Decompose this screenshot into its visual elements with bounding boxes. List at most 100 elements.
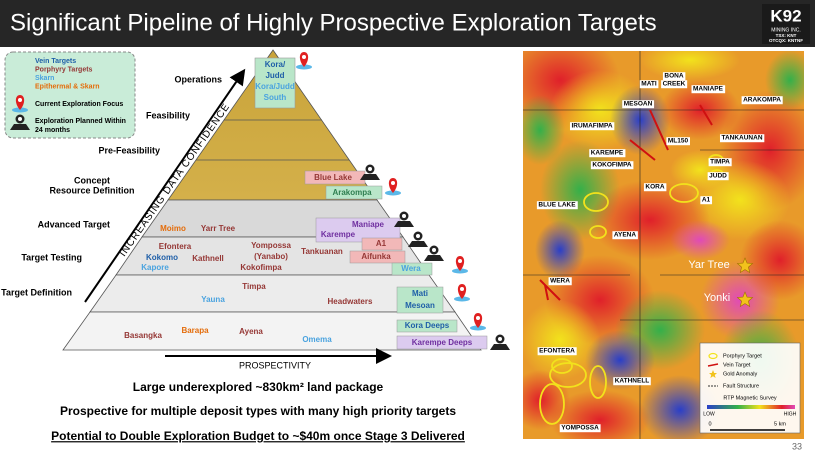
focus-icon-dot	[460, 287, 464, 291]
legend-porphyry-symbol	[708, 352, 718, 360]
map-label-box	[622, 100, 655, 109]
map-label-box	[613, 377, 651, 386]
target-label: Kora/	[265, 60, 286, 69]
target-label: Aifunka	[361, 252, 391, 261]
map-label-box	[590, 161, 634, 170]
target-label: Blue Lake	[314, 173, 352, 182]
axis-label: PROSPECTIVITY	[239, 360, 311, 370]
target-box	[391, 262, 433, 276]
porphyry-target	[589, 225, 607, 239]
map-legend-entry: Gold Anomaly	[723, 371, 757, 377]
stage-label: Operations	[174, 74, 222, 84]
planned-icon-face	[416, 234, 420, 238]
map-label-box	[700, 196, 713, 205]
vein-target	[649, 109, 669, 151]
target-label: Mesoan	[405, 301, 435, 310]
focus-icon-pin	[388, 178, 398, 193]
focus-icon-pin	[15, 95, 25, 110]
map-label-box	[569, 122, 615, 131]
page-number: 33	[792, 441, 802, 451]
planned-icon-base	[360, 174, 380, 180]
target-label: South	[264, 93, 287, 102]
map-legend-entry: Porphyry Target	[723, 353, 762, 359]
focus-icon-pin	[457, 284, 467, 299]
legend-entry: Skarn	[35, 75, 54, 82]
porphyry-target	[549, 362, 587, 388]
focus-icon-pin	[299, 52, 309, 67]
target-label: Headwaters	[328, 297, 373, 306]
map-blob	[522, 95, 565, 165]
map-label-box	[559, 424, 601, 433]
map-blob	[670, 220, 730, 260]
focus-icon-dot	[391, 181, 395, 185]
legend-gold-symbol	[709, 370, 717, 378]
map-label-box	[612, 231, 638, 240]
map-frame	[521, 49, 806, 441]
map-label: TIMPA	[710, 159, 730, 166]
stage-label: Advanced Target	[38, 219, 110, 229]
vein-target	[539, 279, 561, 301]
legend-entry: 24 months	[35, 127, 70, 134]
target-label: Yauna	[201, 295, 225, 304]
planned-icon-face	[18, 117, 22, 121]
map-label-box	[548, 277, 572, 286]
slide-title: Significant Pipeline of Highly Prospecti…	[10, 9, 657, 36]
legend-entry: Exploration Planned Within	[35, 118, 126, 125]
legend-vein-symbol	[707, 363, 719, 367]
map-label: ML150	[668, 138, 689, 145]
logo-box	[762, 4, 810, 44]
target-label: (Yanabo)	[254, 252, 288, 261]
focus-icon-pin	[455, 256, 465, 271]
porphyry-target	[583, 192, 609, 212]
summary-line: Large underexplored ~830km² land package	[133, 380, 384, 394]
planned-icon-face	[432, 248, 436, 252]
focus-icon-dot	[18, 98, 22, 102]
target-box	[396, 335, 488, 350]
map-legend-entry: HIGH	[784, 411, 797, 417]
map-label-box	[661, 80, 688, 89]
map-blob	[585, 330, 655, 390]
map-label: BLUE LAKE	[538, 202, 576, 209]
map-label-box	[639, 80, 659, 89]
target-label: Karempe Deeps	[412, 338, 473, 347]
map-label: KATHNELL	[615, 378, 650, 385]
pyramid-layer	[62, 311, 482, 351]
target-label: Basangka	[124, 331, 162, 340]
map-label: TANKAUNAN	[721, 135, 762, 142]
map-label: ARAKOMPA	[743, 97, 781, 104]
legend-entry: Epithermal & Skarn	[35, 83, 100, 90]
focus-icon-pin	[473, 313, 483, 328]
stage-label: Feasibility	[146, 110, 190, 120]
target-label: Kapore	[141, 263, 169, 272]
gold-anomaly	[736, 257, 754, 274]
porphyry-target	[669, 183, 699, 203]
target-label: Kokomo	[146, 253, 178, 262]
target-label: Kokofimpa	[240, 263, 282, 272]
target-label: Arakompa	[332, 188, 372, 197]
map-label-box	[707, 172, 729, 181]
legend-entry: Vein Targets	[35, 58, 76, 65]
map-blob	[522, 300, 600, 380]
focus-icon-dot	[476, 316, 480, 320]
stage-label: Target Definition	[1, 287, 72, 297]
map-label: IRUMAFIMPA	[571, 123, 612, 130]
stage-label: Pre-Feasibility	[98, 145, 160, 155]
porphyry-target	[589, 365, 607, 399]
target-box	[325, 185, 383, 200]
target-label: Maniape	[352, 220, 385, 229]
planned-icon-base	[10, 124, 30, 130]
porphyry-target	[551, 358, 573, 374]
map-label-box	[666, 137, 690, 146]
vein-target	[629, 139, 656, 161]
target-box	[349, 250, 406, 264]
target-label: Karempe	[321, 230, 356, 239]
target-box	[396, 319, 458, 333]
logo-ticker: TSX: KNT	[776, 33, 797, 38]
stage-label: Resource Definition	[49, 185, 134, 195]
focus-icon-dot	[458, 259, 462, 263]
map-label-box	[537, 347, 577, 356]
target-box	[396, 286, 444, 314]
planned-icon-base	[424, 255, 444, 261]
map-label-box	[691, 85, 726, 94]
